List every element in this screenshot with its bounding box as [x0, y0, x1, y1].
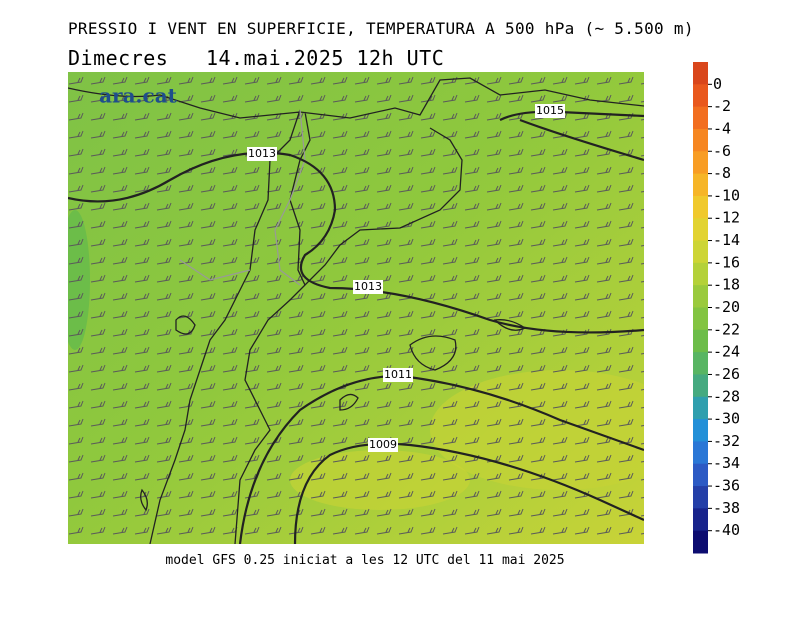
colorbar-band	[693, 329, 708, 353]
isobar-label: 1013	[248, 147, 276, 160]
colorbar-band	[693, 218, 708, 242]
colorbar-band	[693, 396, 708, 420]
wind-barbs	[68, 72, 644, 544]
colorbar-tick-label: -18	[713, 276, 740, 294]
colorbar-tick-label: -2	[713, 97, 731, 115]
isobar-label-box	[368, 438, 398, 452]
isobar-label: 1015	[536, 104, 564, 117]
colorbar-band	[693, 195, 708, 219]
colorbar-band	[693, 374, 708, 398]
colorbar-band	[693, 530, 708, 554]
map	[68, 72, 644, 544]
footer: model GFS 0.25 iniciat a les 12 UTC del …	[165, 553, 564, 568]
colorbar-tick-label: -6	[713, 142, 731, 160]
colorbar-tick-label: -40	[713, 521, 740, 539]
colorbar-band	[693, 508, 708, 532]
colorbar-tick-label: -28	[713, 387, 740, 405]
isobar-label-box	[353, 280, 383, 294]
colorbar-tick-label: -22	[713, 320, 740, 338]
title: PRESSIO I VENT EN SUPERFICIE, TEMPERATUR…	[68, 19, 694, 38]
border	[179, 109, 306, 286]
colorbar-band	[693, 419, 708, 442]
colorbar-tick-label: 0	[713, 75, 722, 93]
isobar-label-box	[247, 147, 277, 161]
colorbar-tick-label: -10	[713, 186, 740, 204]
colorbar-band	[693, 128, 708, 152]
colorbar-band	[693, 285, 708, 308]
colorbar-band	[693, 352, 708, 375]
colorbar-tick-label: -26	[713, 365, 740, 383]
logo: ara.cat	[99, 84, 178, 108]
colorbar-band	[693, 307, 708, 331]
colorbar-tick-label: -4	[713, 119, 731, 137]
colorbar-band	[693, 173, 708, 197]
isobar-label: 1009	[369, 438, 397, 451]
colorbar-tick-label: -12	[713, 209, 740, 227]
colorbar-band	[693, 262, 708, 286]
colorbar-tick-label: -14	[713, 231, 740, 249]
colorbar-tick-label: -36	[713, 477, 740, 495]
colorbar-band	[693, 106, 708, 130]
isobar-label: 1011	[384, 368, 412, 381]
colorbar-tick-label: -24	[713, 343, 740, 361]
isobar	[238, 374, 644, 544]
colorbar-tick-label: -34	[713, 454, 740, 472]
isobar-label: 1013	[354, 280, 382, 293]
colorbar-tick-label: -32	[713, 432, 740, 450]
colorbar-tick-label: -20	[713, 298, 740, 316]
colorbar-tick-label: -8	[713, 164, 731, 182]
colorbar-band	[693, 240, 708, 264]
colorbar-tick-label: -16	[713, 253, 740, 271]
isobar	[68, 151, 644, 334]
colorbar-band	[693, 62, 708, 85]
date: Dimecres 14.mai.2025 12h UTC	[68, 46, 444, 70]
colorbar-band	[693, 151, 708, 175]
isobar-label-box	[535, 104, 565, 118]
colorbar-tick-label: -38	[713, 499, 740, 517]
colorbar-tick-label: -30	[713, 410, 740, 428]
colorbar-band	[693, 486, 708, 509]
colorbar-band	[693, 441, 708, 465]
colorbar-band	[693, 84, 708, 108]
colorbar-band	[693, 463, 708, 487]
isobar-label-box	[383, 368, 413, 382]
